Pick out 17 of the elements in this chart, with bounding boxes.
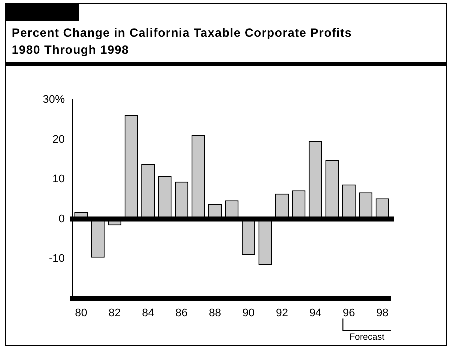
chart-title: Percent Change in California Taxable Corporate Profits 1980 Through 1998 <box>12 25 352 59</box>
x-tick-label: 98 <box>376 307 389 320</box>
y-tick-label: 0 <box>58 213 66 226</box>
text: Forecast <box>350 332 386 342</box>
x-tick-label: 90 <box>242 307 255 320</box>
x-tick-label: 96 <box>343 307 356 320</box>
x-tick-label: 86 <box>176 307 188 320</box>
y-tick-label: 30% <box>42 94 66 106</box>
x-tick-label: 88 <box>209 307 222 320</box>
x-tick-label: 84 <box>142 307 154 320</box>
x-tick-label: 82 <box>108 307 121 320</box>
y-tick-label: 20 <box>52 134 66 146</box>
y-tick-label: -10 <box>49 253 66 266</box>
y-tick-label: 10 <box>52 174 66 186</box>
x-tick-label: 92 <box>276 307 288 320</box>
x-tick-label: 80 <box>75 307 88 320</box>
x-tick-label: 94 <box>310 307 322 320</box>
